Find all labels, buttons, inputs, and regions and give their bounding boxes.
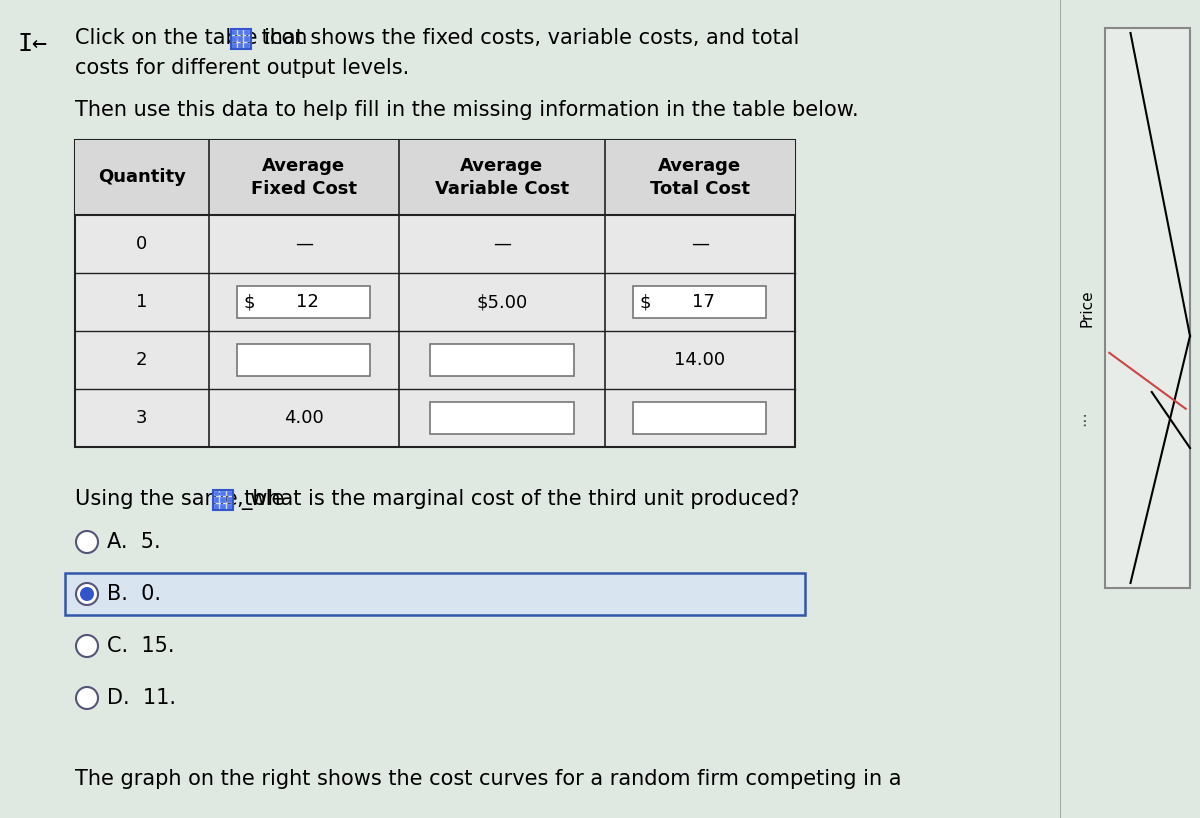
Text: that shows the fixed costs, variable costs, and total: that shows the fixed costs, variable cos… — [254, 28, 799, 48]
Bar — [214, 491, 220, 497]
Text: 4.00: 4.00 — [284, 409, 324, 427]
Text: 2: 2 — [136, 351, 148, 369]
Bar — [238, 43, 244, 48]
Circle shape — [76, 635, 98, 657]
Bar — [1105, 28, 1190, 588]
Bar — [0, 0, 1060, 818]
Text: 0: 0 — [137, 235, 148, 253]
Bar — [65, 573, 805, 615]
Text: $5.00: $5.00 — [476, 293, 528, 311]
Text: Click on the table icon: Click on the table icon — [74, 28, 314, 48]
Bar — [238, 286, 371, 318]
Bar — [221, 504, 226, 510]
Bar — [214, 490, 233, 510]
Text: Price: Price — [1080, 290, 1094, 327]
Bar — [238, 36, 244, 42]
Bar — [430, 344, 574, 376]
Bar — [227, 497, 233, 503]
Circle shape — [76, 531, 98, 553]
Text: ...: ... — [1072, 410, 1090, 426]
Bar — [74, 140, 796, 447]
Text: 3: 3 — [136, 409, 148, 427]
Circle shape — [80, 587, 94, 601]
Bar — [634, 286, 767, 318]
Text: , what is the marginal cost of the third unit produced?: , what is the marginal cost of the third… — [238, 489, 799, 509]
Bar — [1060, 0, 1200, 818]
Bar — [232, 29, 236, 35]
Text: costs for different output levels.: costs for different output levels. — [74, 58, 409, 78]
Text: Then use this data to help fill in the missing information in the table below.: Then use this data to help fill in the m… — [74, 100, 859, 120]
Bar — [221, 497, 226, 503]
Bar — [245, 29, 250, 35]
Bar — [232, 43, 236, 48]
Bar — [214, 504, 220, 510]
Text: A.  5.: A. 5. — [107, 532, 161, 552]
Bar — [227, 491, 233, 497]
Text: C.  15.: C. 15. — [107, 636, 174, 656]
Text: Using the same t̲ble: Using the same t̲ble — [74, 489, 292, 510]
Bar — [232, 36, 236, 42]
Bar — [245, 43, 250, 48]
Bar — [227, 504, 233, 510]
Bar — [214, 497, 220, 503]
Bar — [238, 29, 244, 35]
Text: Average
Variable Cost: Average Variable Cost — [434, 157, 569, 198]
Text: $: $ — [244, 293, 254, 311]
Bar — [430, 402, 574, 434]
Text: 1: 1 — [136, 293, 148, 311]
Bar — [238, 344, 371, 376]
Text: The graph on the right shows the cost curves for a random firm competing in a: The graph on the right shows the cost cu… — [74, 769, 901, 789]
Text: 12: 12 — [296, 293, 319, 311]
Text: $: $ — [640, 293, 650, 311]
Bar — [74, 140, 796, 215]
Text: B.  0.: B. 0. — [107, 584, 161, 604]
Bar — [230, 29, 251, 49]
Circle shape — [76, 583, 98, 605]
Text: Quantity: Quantity — [98, 169, 186, 187]
Text: —: — — [493, 235, 511, 253]
Text: D.  11.: D. 11. — [107, 688, 176, 708]
Circle shape — [76, 687, 98, 709]
Bar — [634, 402, 767, 434]
Text: —: — — [691, 235, 709, 253]
Bar — [221, 491, 226, 497]
Text: I←: I← — [18, 32, 48, 56]
Text: Average
Total Cost: Average Total Cost — [650, 157, 750, 198]
Text: 17: 17 — [692, 293, 715, 311]
Text: 14.00: 14.00 — [674, 351, 726, 369]
Text: Average
Fixed Cost: Average Fixed Cost — [251, 157, 356, 198]
Text: —: — — [295, 235, 313, 253]
Bar — [245, 36, 250, 42]
